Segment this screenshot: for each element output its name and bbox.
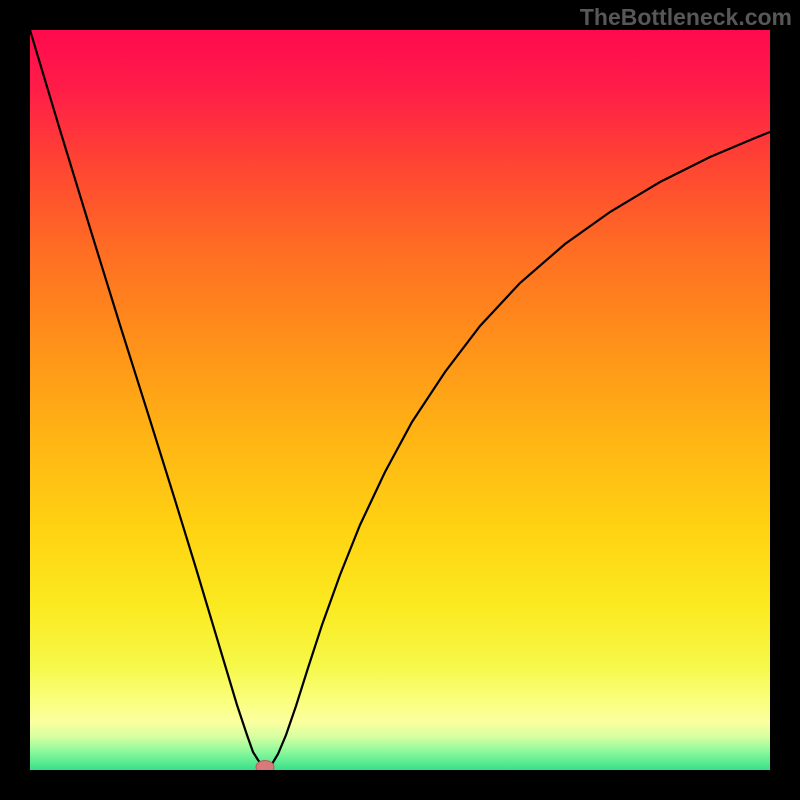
chart-svg — [0, 0, 800, 800]
chart-container: TheBottleneck.com — [0, 0, 800, 800]
watermark-text: TheBottleneck.com — [580, 4, 792, 31]
plot-background — [30, 30, 770, 770]
